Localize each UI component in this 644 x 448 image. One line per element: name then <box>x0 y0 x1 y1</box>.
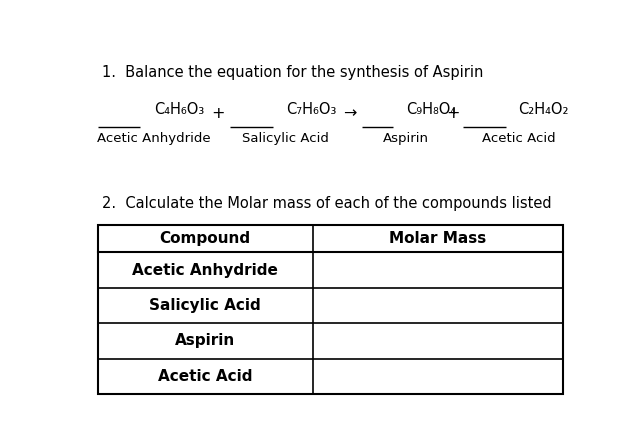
Text: Aspirin: Aspirin <box>383 132 429 145</box>
Text: Salicylic Acid: Salicylic Acid <box>242 132 329 145</box>
Text: Aspirin: Aspirin <box>175 333 236 349</box>
Text: C₂H₄O₂: C₂H₄O₂ <box>518 102 569 117</box>
Text: Compound: Compound <box>160 231 251 246</box>
Text: C₄H₆O₃: C₄H₆O₃ <box>154 102 204 117</box>
Bar <box>97 225 563 394</box>
Text: Acetic Acid: Acetic Acid <box>158 369 252 384</box>
Text: Molar Mass: Molar Mass <box>389 231 486 246</box>
Text: Acetic Acid: Acetic Acid <box>482 132 555 145</box>
Text: 1.  Balance the equation for the synthesis of Aspirin: 1. Balance the equation for the synthesi… <box>102 65 484 80</box>
Text: Salicylic Acid: Salicylic Acid <box>149 298 261 313</box>
Text: +: + <box>212 106 225 121</box>
Text: Acetic Anhydride: Acetic Anhydride <box>97 132 211 145</box>
Text: →: → <box>343 106 357 121</box>
Text: 2.  Calculate the Molar mass of each of the compounds listed: 2. Calculate the Molar mass of each of t… <box>102 196 552 211</box>
Text: C₇H₆O₃: C₇H₆O₃ <box>286 102 336 117</box>
Text: C₉H₈O₄: C₉H₈O₄ <box>406 102 456 117</box>
Text: +: + <box>446 106 459 121</box>
Text: Acetic Anhydride: Acetic Anhydride <box>132 263 278 278</box>
